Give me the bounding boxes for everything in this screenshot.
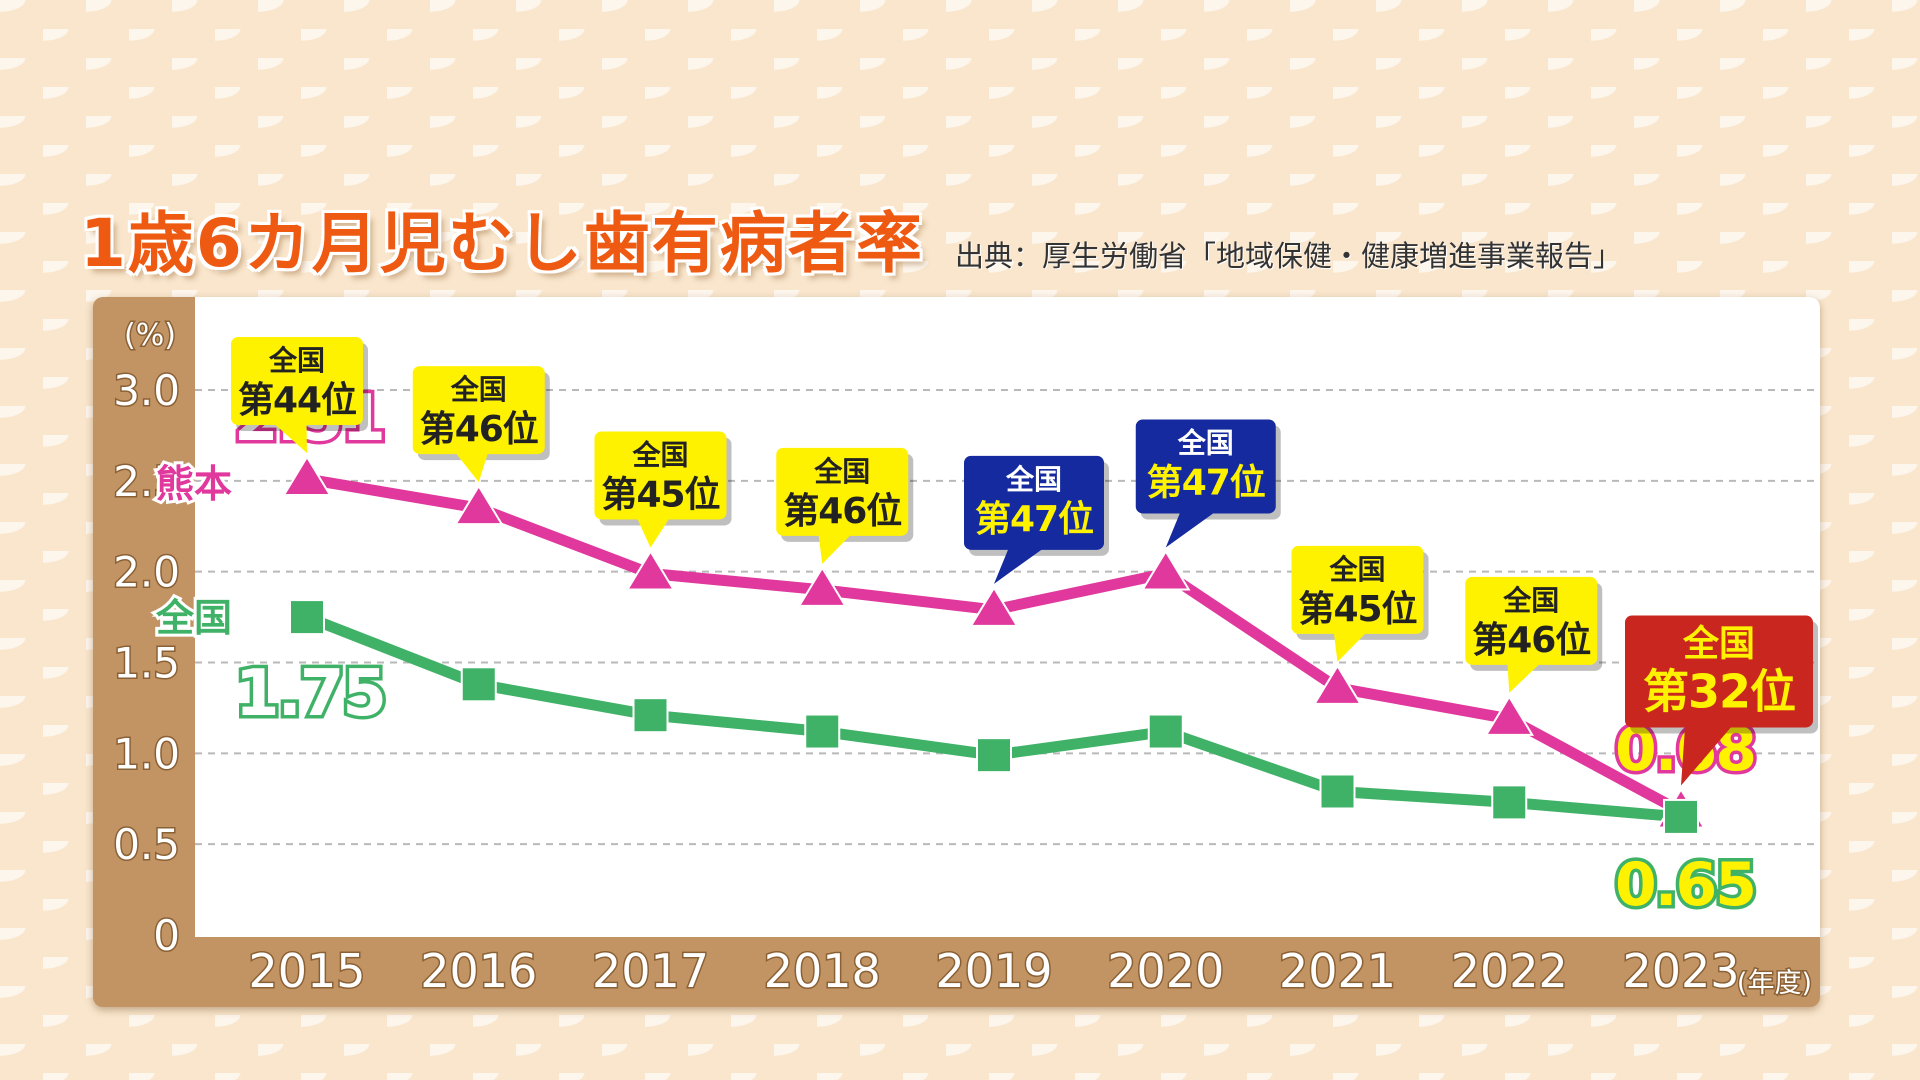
badge-pointer <box>454 452 489 483</box>
badge-pointer <box>1507 662 1541 693</box>
x-tick-label: 2022 <box>1451 944 1568 998</box>
badge-body <box>776 447 909 536</box>
y-tick-label: 1.0 <box>113 729 180 778</box>
badge-pointer <box>994 547 1045 584</box>
badge-rank-label: 第46位 <box>783 491 901 532</box>
x-tick-label: 2019 <box>935 944 1052 998</box>
series-name-kumamoto: 熊本 <box>156 462 232 506</box>
badge-pointer <box>1681 725 1733 786</box>
badge-body <box>594 431 727 520</box>
national-point <box>804 713 841 750</box>
x-tick-label: 2020 <box>1107 944 1224 998</box>
kumamoto-point <box>797 565 848 607</box>
x-tick-label: 2016 <box>420 944 537 998</box>
y-tick-label: 1.5 <box>113 639 180 688</box>
y-tick-label: 2.0 <box>113 548 180 597</box>
national-point <box>1319 773 1356 810</box>
kumamoto-point <box>282 455 332 497</box>
badge-pointer <box>1333 631 1368 662</box>
axis-labels: 3.0 2.5 2.0 1.5 1.0 0.5 0 (%) 2015 2016 2017 2018 20… <box>112 317 1814 1001</box>
badge-body <box>1291 545 1424 634</box>
badge-rank-label: 第45位 <box>1298 589 1416 630</box>
badge-pointer <box>636 517 671 548</box>
value-label-national-2023: 0.65 <box>1615 850 1755 920</box>
kumamoto-point <box>453 484 504 526</box>
badge-body <box>412 366 545 455</box>
badge-rank-label: 第46位 <box>1472 620 1590 661</box>
national-point <box>632 697 669 734</box>
badge-rank-label: 第32位 <box>1643 664 1795 718</box>
badge-body <box>231 337 363 426</box>
badge-scope-label: 全国 <box>1328 553 1385 586</box>
x-tick-label: 2021 <box>1279 944 1396 998</box>
badge-body <box>1135 419 1276 514</box>
badge-scope-label: 全国 <box>1682 622 1755 664</box>
badge-body <box>1465 576 1598 665</box>
series-name-national: 全国 <box>155 596 232 640</box>
badge-scope-label: 全国 <box>1502 584 1559 617</box>
x-tick-label: 2015 <box>248 944 365 998</box>
y-tick-label: 0 <box>153 911 180 960</box>
chart-title: 1歳6カ月児むし歯有病者率 <box>80 205 924 282</box>
national-point <box>289 599 325 636</box>
y-tick-label: 3.0 <box>113 366 180 415</box>
badge-scope-label: 全国 <box>450 373 507 406</box>
kumamoto-point <box>625 549 676 591</box>
x-tick-label: 2023 <box>1622 944 1739 998</box>
national-point <box>460 666 497 703</box>
national-point <box>1663 798 1699 835</box>
source-credit: 出典：厚生労働省「地域保健・健康増進事業報告」 <box>955 239 1623 273</box>
badge-rank-label: 第44位 <box>238 380 356 421</box>
value-label-national-2015: 1.75 <box>235 657 385 731</box>
national-point <box>1147 713 1184 750</box>
badge-scope-label: 全国 <box>631 438 688 471</box>
y-tick-label: 0.5 <box>113 820 180 869</box>
kumamoto-point <box>1140 549 1191 591</box>
kumamoto-point <box>1484 694 1535 736</box>
badge-scope-label: 全国 <box>1005 463 1062 496</box>
badge-rank-label: 第46位 <box>420 409 538 450</box>
national-point <box>976 737 1012 774</box>
badge-scope-label: 全国 <box>1177 426 1234 459</box>
kumamoto-point <box>969 585 1019 627</box>
national-point <box>1491 784 1528 821</box>
badge-rank-label: 第47位 <box>975 499 1093 540</box>
x-tick-label: 2017 <box>592 944 709 998</box>
badge-body <box>964 455 1104 550</box>
kumamoto-point <box>1312 664 1363 705</box>
badge-rank-label: 第45位 <box>601 474 719 515</box>
series-markers <box>282 455 1706 835</box>
y-tick-label: 2.5 <box>113 457 180 506</box>
y-unit-label: (%) <box>124 318 176 353</box>
badge-pointer <box>1165 511 1216 548</box>
badge-pointer <box>818 533 852 564</box>
badge-rank-label: 第47位 <box>1147 462 1265 503</box>
x-unit-label: (年度) <box>1737 968 1812 999</box>
badge-pointer <box>273 423 307 454</box>
badge-body <box>1625 615 1813 728</box>
badge-scope-label: 全国 <box>813 455 870 488</box>
x-tick-label: 2018 <box>764 944 881 998</box>
badge-scope-label: 全国 <box>268 344 325 377</box>
